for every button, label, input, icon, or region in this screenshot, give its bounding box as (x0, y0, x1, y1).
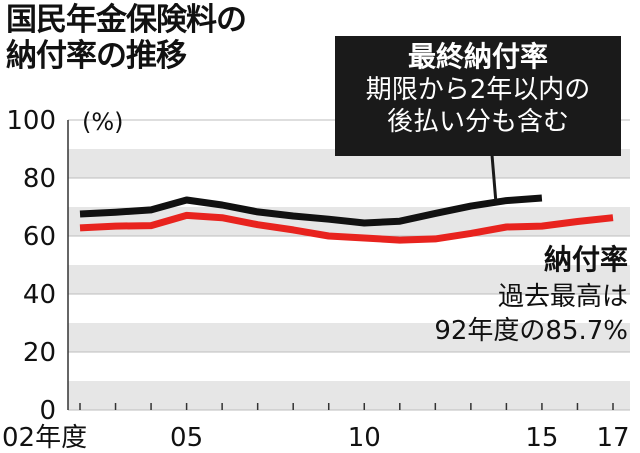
annotation-heading: 納付率 (543, 243, 628, 276)
y-axis-unit: (%) (82, 108, 124, 136)
y-axis-ticks: 0 20 40 60 80 100 (6, 106, 56, 426)
callout-heading: 最終納付率 (407, 40, 548, 73)
x-tick-label: 05 (170, 423, 203, 453)
background-band (68, 323, 630, 352)
payment-rate-line (79, 211, 614, 244)
annotation-line-1: 過去最高は (497, 282, 628, 312)
x-tick-label: 10 (348, 423, 381, 453)
y-tick-label: 20 (23, 338, 56, 368)
x-tick-label: 17 (596, 423, 629, 453)
y-tick-label: 40 (23, 280, 56, 310)
x-axis-ticks: 02年度 05 10 15 17 (2, 403, 630, 453)
x-tick-label: 02年度 (2, 423, 87, 453)
callout-line-2: 後払い分も含む (386, 107, 569, 137)
annotation-line-2: 92年度の85.7% (434, 316, 628, 346)
x-tick-label: 15 (525, 423, 558, 453)
callout-pointer (490, 154, 498, 201)
gridlines (67, 119, 630, 411)
y-tick-label: 80 (23, 164, 56, 194)
title-line-1: 国民年金保険料の (6, 2, 247, 38)
y-tick-label: 100 (6, 106, 56, 136)
y-tick-label: 60 (23, 222, 56, 252)
title-line-2: 納付率の推移 (6, 38, 187, 74)
background-band (68, 265, 630, 294)
background-bands (68, 149, 630, 410)
chart-title: 国民年金保険料の 納付率の推移 (6, 2, 247, 74)
final-rate-callout: 最終納付率 期限から2年以内の 後払い分も含む (335, 36, 621, 156)
rate-annotation: 納付率 過去最高は 92年度の85.7% (434, 240, 628, 348)
background-band (68, 381, 630, 410)
chart-series (79, 194, 614, 244)
final-rate-line (79, 194, 543, 227)
callout-line-1: 期限から2年以内の (365, 75, 591, 105)
y-tick-label: 0 (39, 396, 56, 426)
